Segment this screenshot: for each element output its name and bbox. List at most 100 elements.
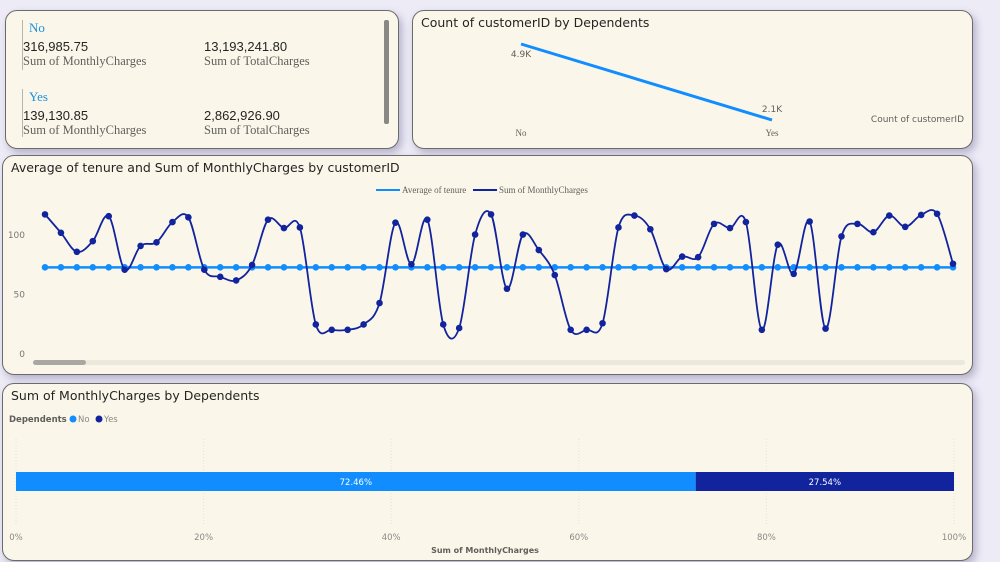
monthly-point <box>933 210 941 218</box>
label: Sum of TotalCharges <box>204 123 310 137</box>
tenure-point <box>216 264 224 271</box>
tenure-point <box>296 264 304 271</box>
label: Sum of MonthlyCharges <box>23 123 147 137</box>
tenure-point <box>376 264 383 271</box>
tenure-point <box>615 264 622 271</box>
monthly-point <box>121 266 128 273</box>
monthly-yes: 139,130.85 Sum of MonthlyCharges <box>23 108 146 138</box>
monthly-point <box>137 242 144 250</box>
x-axis-title: Sum of MonthlyCharges <box>431 546 539 555</box>
monthly-point <box>758 326 766 334</box>
vertical-scrollbar[interactable] <box>384 20 389 124</box>
bar-segment-yes <box>695 472 954 491</box>
legend-label: Average of tenure <box>402 185 466 195</box>
monthly-point <box>424 216 431 224</box>
tenure-point <box>153 264 160 271</box>
tenure-point <box>631 264 638 271</box>
label: Sum of MonthlyCharges <box>23 54 147 68</box>
monthly-point <box>583 326 590 334</box>
monthly-point <box>901 223 909 231</box>
monthly-point <box>312 321 320 328</box>
monthly-point <box>216 273 224 281</box>
chart-title: Count of customerID by Dependents <box>421 15 650 30</box>
tenure-point <box>726 264 734 271</box>
x-tick-label: 60% <box>569 533 588 543</box>
tenure-point <box>758 264 766 271</box>
tenure-point <box>280 264 288 271</box>
monthly-point <box>647 225 654 233</box>
count-line-svg: 4.9K No 2.1K Yes Count of customerID <box>511 42 964 138</box>
y-tick-label: 0 <box>19 350 25 360</box>
value: 316,985.75 <box>23 39 89 54</box>
x-tick-label: 100% <box>942 533 966 543</box>
tenure-point <box>105 264 113 271</box>
data-label: 2.1K <box>762 105 783 115</box>
legend-label: Count of customerID <box>871 115 964 125</box>
monthly-point <box>662 265 670 273</box>
monthly-line <box>44 209 954 340</box>
count-by-dependents-chart: Count of customerID by Dependents 4.9K No… <box>412 10 973 149</box>
monthly-point <box>710 220 718 228</box>
tenure-point <box>137 264 144 271</box>
monthly-point <box>535 246 543 254</box>
tenure-point <box>169 264 176 271</box>
monthly-point <box>615 224 622 231</box>
tenure-point <box>694 264 702 271</box>
monthly-point <box>917 211 925 219</box>
tenure-point <box>854 264 861 271</box>
tenure-monthly-chart: Average of tenure and Sum of MonthlyChar… <box>2 155 973 375</box>
x-tick-label: No <box>516 128 527 138</box>
legend-label: Sum of MonthlyCharges <box>499 185 588 195</box>
tenure-point <box>73 264 81 271</box>
scrollbar-thumb[interactable] <box>33 360 86 365</box>
monthly-point <box>503 285 511 293</box>
tenure-point <box>264 264 272 271</box>
tenure-point <box>41 264 49 271</box>
monthly-point <box>949 260 957 268</box>
group-label: No <box>29 20 45 35</box>
tenure-point <box>312 264 320 271</box>
label: Sum of TotalCharges <box>204 54 310 68</box>
tenure-point <box>232 264 240 271</box>
tenure-point <box>519 264 527 271</box>
tenure-point <box>424 264 431 271</box>
monthly-point <box>89 237 97 245</box>
tenure-point <box>599 264 606 271</box>
value: 139,130.85 <box>23 108 89 123</box>
monthly-point <box>694 253 702 261</box>
tenure-point <box>57 264 65 271</box>
tenure-point <box>870 264 877 271</box>
monthly-point <box>726 224 734 232</box>
monthly-point <box>806 218 813 225</box>
tenure-point <box>439 264 447 271</box>
chart-title: Average of tenure and Sum of MonthlyChar… <box>11 160 400 175</box>
monthly-point <box>376 299 383 307</box>
legend-label: Yes <box>103 415 118 425</box>
monthly-point <box>264 216 272 224</box>
legend-dot <box>95 415 103 423</box>
monthly-point <box>519 231 527 238</box>
monthly-point <box>232 277 240 284</box>
horizontal-scrollbar[interactable] <box>33 360 965 365</box>
tenure-monthly-svg: 0 50 100 Average of tenure Sum of MonthlyCha… <box>8 185 957 360</box>
tenure-point <box>535 264 543 271</box>
monthly-point <box>408 261 415 268</box>
group-label: Yes <box>29 89 48 104</box>
data-label: 27.54% <box>809 478 841 488</box>
tenure-point <box>551 264 559 271</box>
legend-label: No <box>78 415 90 425</box>
tenure-point <box>647 264 654 271</box>
monthly-point <box>822 325 829 332</box>
monthly-point <box>105 212 113 220</box>
monthly-point <box>248 261 256 269</box>
monthly-point <box>41 211 49 218</box>
legend-title: Dependents <box>9 415 67 425</box>
monthly-no: 316,985.75 Sum of MonthlyCharges <box>23 39 146 69</box>
monthly-point <box>774 241 782 249</box>
tenure-point <box>678 264 686 271</box>
x-tick-label: Yes <box>765 128 779 138</box>
data-label: 72.46% <box>340 478 372 488</box>
monthly-point <box>567 326 574 334</box>
count-line <box>520 42 773 122</box>
total-yes: 2,862,926.90 Sum of TotalCharges <box>204 108 310 138</box>
